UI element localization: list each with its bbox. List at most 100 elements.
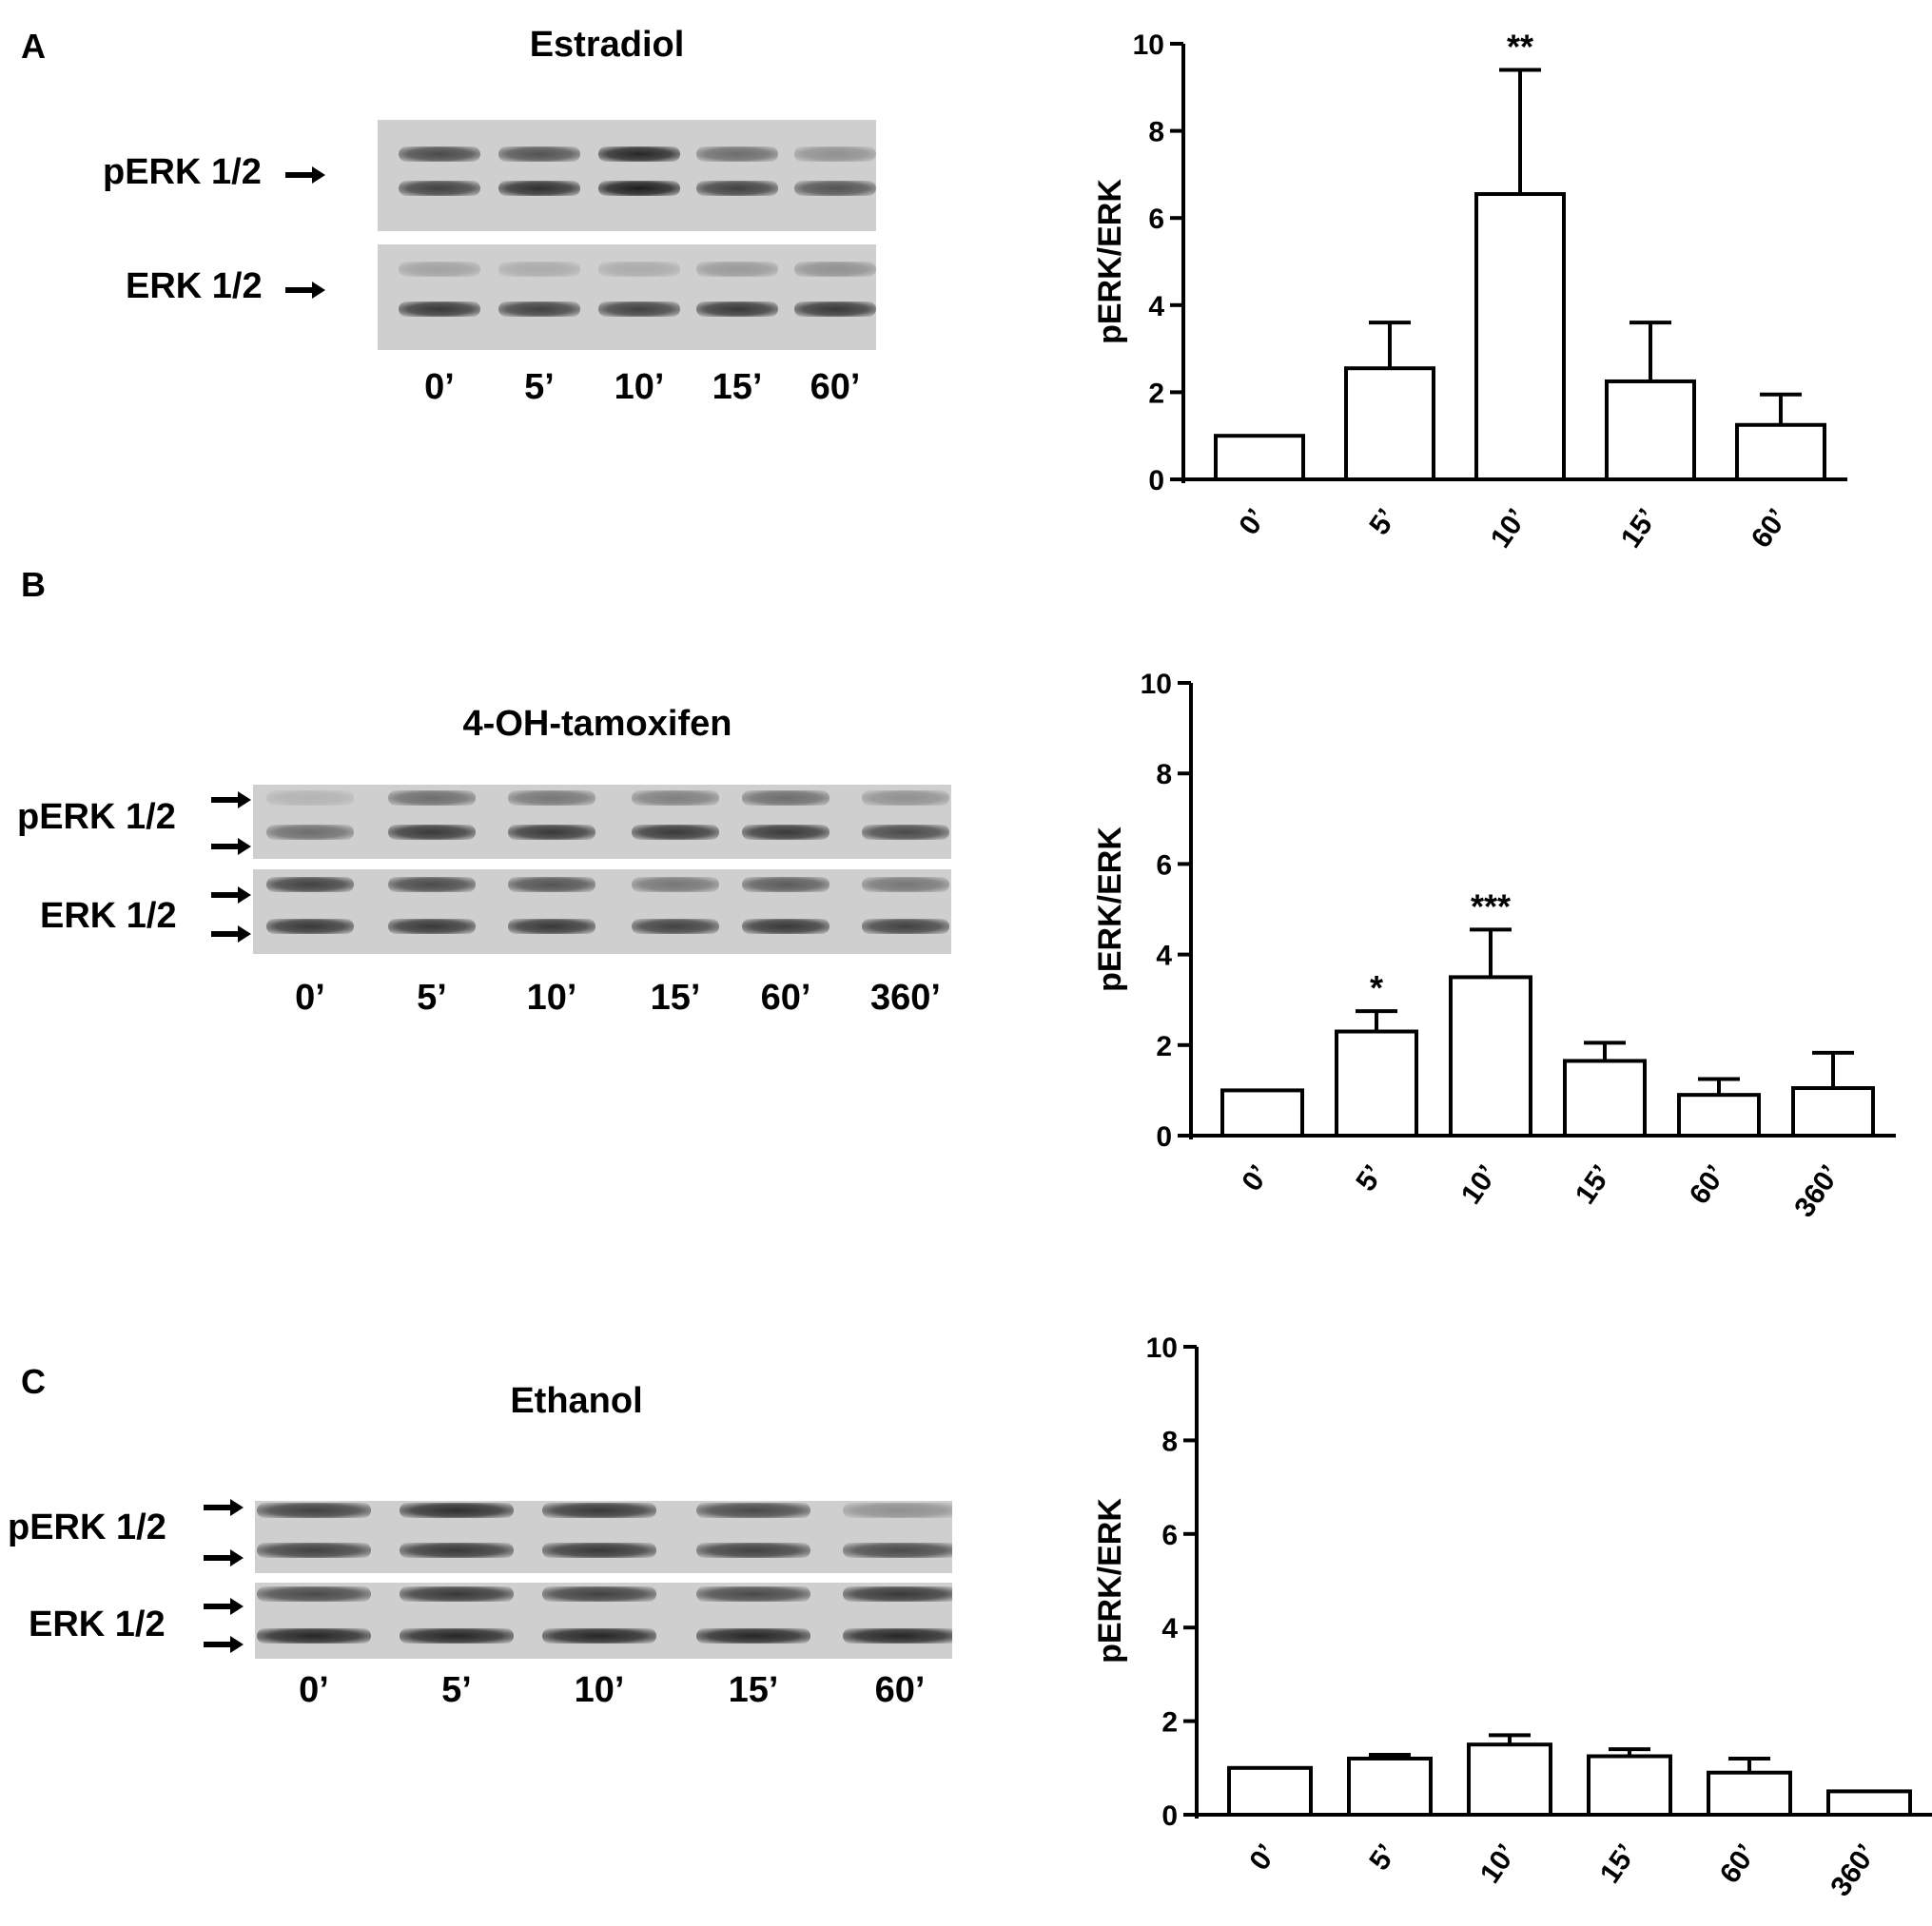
y-tick-label: 2: [1161, 1707, 1178, 1739]
arrow-icon: [204, 1549, 244, 1566]
blot-band: [742, 919, 829, 934]
blot-band: [542, 1503, 656, 1518]
blot-c-lane-label: 5’: [441, 1670, 472, 1710]
y-tick-label: 0: [1161, 1800, 1178, 1832]
significance-label: ***: [1471, 886, 1511, 925]
blot-band: [843, 1543, 952, 1558]
blot-band: [266, 790, 354, 806]
blot-band: [508, 825, 595, 840]
blot-band: [696, 262, 778, 277]
y-tick-label: 10: [1146, 1333, 1178, 1364]
blot-band: [598, 146, 680, 162]
blot-band: [266, 825, 354, 840]
bar: [1227, 1765, 1313, 1818]
y-tick-label: 10: [1141, 669, 1172, 700]
blot-band: [399, 302, 480, 317]
blot-band: [508, 919, 595, 934]
y-tick-label: 6: [1161, 1520, 1178, 1551]
blot-b-row-label-erk: ERK 1/2: [40, 896, 177, 936]
blot-a-lane-label: 60’: [810, 367, 861, 407]
y-tick-label: 6: [1156, 849, 1172, 881]
bar: [1791, 1086, 1875, 1138]
blot-band: [498, 302, 580, 317]
blot-band: [508, 790, 595, 806]
blot-band: [257, 1586, 371, 1602]
arrow-icon: [204, 1598, 244, 1615]
arrow-icon: [285, 166, 325, 184]
y-tick-label: 8: [1148, 117, 1164, 148]
blot-band: [388, 877, 476, 892]
blot-band: [742, 877, 829, 892]
blot-b-row-label-perk: pERK 1/2: [17, 797, 176, 837]
y-tick-label: 8: [1156, 759, 1172, 790]
blot-band: [862, 877, 949, 892]
blot-b-strip-erk: [253, 869, 951, 954]
bar: [1707, 1770, 1792, 1817]
blot-title-c: Ethanol: [510, 1381, 643, 1421]
blot-title-b: 4-OH-tamoxifen: [462, 704, 732, 744]
y-tick-label: 0: [1148, 465, 1164, 496]
arrow-icon: [285, 282, 325, 299]
y-axis-label: pERK/ERK: [1092, 1498, 1128, 1663]
bar: [1605, 379, 1696, 482]
blot-band: [257, 1503, 371, 1518]
blot-band: [400, 1628, 514, 1644]
blot-band: [632, 919, 719, 934]
blot-band: [266, 877, 354, 892]
significance-label: **: [1507, 27, 1533, 66]
blot-band: [542, 1586, 656, 1602]
bar: [1826, 1789, 1912, 1818]
blot-c-strip-perk: [255, 1501, 952, 1573]
blot-band: [399, 181, 480, 196]
blot-band: [696, 1543, 810, 1558]
y-tick-label: 0: [1156, 1121, 1172, 1153]
arrow-icon: [204, 1636, 244, 1653]
bar: [1467, 1742, 1552, 1817]
x-tick-label: 60’: [1714, 1838, 1763, 1889]
blot-band: [498, 146, 580, 162]
blot-band: [794, 262, 876, 277]
bar: [1677, 1093, 1761, 1138]
y-tick-label: 2: [1156, 1031, 1172, 1062]
blot-a-strip-erk: [378, 244, 876, 350]
bar: [1335, 1029, 1418, 1138]
y-tick-label: 10: [1133, 29, 1164, 61]
blot-band: [742, 825, 829, 840]
blot-band: [598, 302, 680, 317]
blot-c-lane-label: 10’: [574, 1670, 625, 1710]
arrow-icon: [211, 791, 251, 808]
blot-band: [632, 790, 719, 806]
y-tick-label: 6: [1148, 204, 1164, 235]
bar: [1587, 1754, 1672, 1817]
blot-band: [388, 919, 476, 934]
bar: [1344, 366, 1435, 481]
blot-band: [400, 1503, 514, 1518]
blot-b-lane-label: 15’: [650, 978, 701, 1018]
blot-b-lane-label: 5’: [417, 978, 447, 1018]
y-tick-label: 4: [1156, 941, 1172, 972]
blot-band: [862, 825, 949, 840]
significance-label: *: [1370, 968, 1383, 1007]
blot-c-strip-erk: [255, 1583, 952, 1659]
blot-c-lane-label: 15’: [728, 1670, 779, 1710]
blot-band: [388, 790, 476, 806]
blot-band: [862, 919, 949, 934]
panel-letter-a: A: [21, 27, 46, 66]
blot-band: [696, 1503, 810, 1518]
bar: [1220, 1088, 1304, 1138]
blot-c-lane-label: 0’: [299, 1670, 329, 1710]
blot-band: [632, 825, 719, 840]
bar: [1214, 434, 1305, 482]
bar: [1449, 975, 1532, 1138]
arrow-icon: [211, 886, 251, 904]
bar: [1735, 422, 1826, 481]
blot-band: [266, 919, 354, 934]
blot-band: [696, 302, 778, 317]
arrow-icon: [211, 925, 251, 943]
blot-c-row-label-erk: ERK 1/2: [29, 1605, 166, 1644]
x-tick-label: 15’: [1594, 1838, 1643, 1889]
blot-band: [388, 825, 476, 840]
bar: [1563, 1059, 1647, 1138]
x-tick-label: 0’: [1243, 1838, 1282, 1876]
